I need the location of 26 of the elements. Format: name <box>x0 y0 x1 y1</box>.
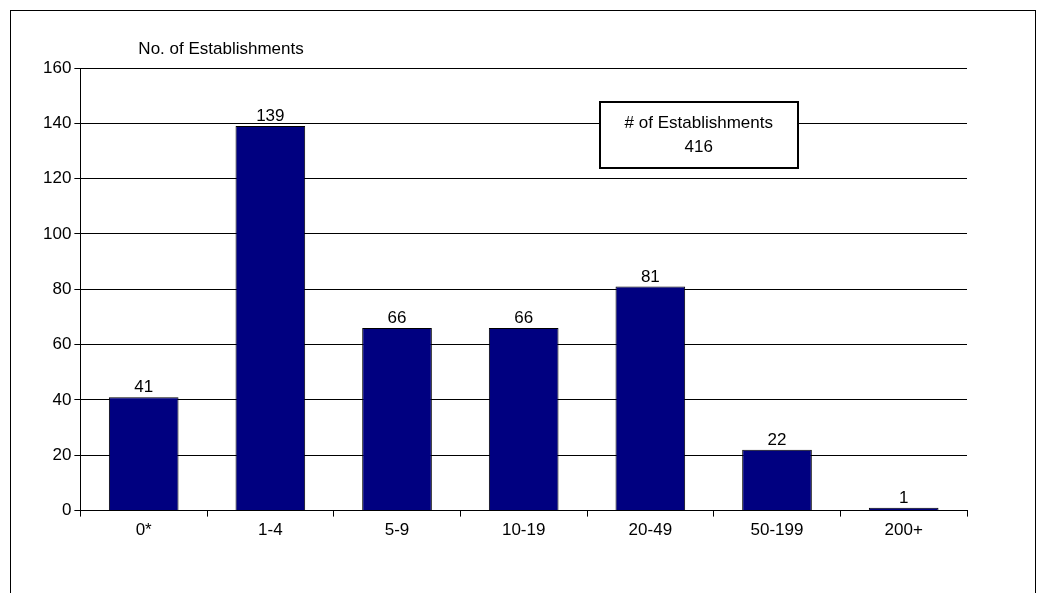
y-tick-label: 40 <box>52 389 72 409</box>
y-axis-title: No. of Establishments <box>138 39 304 59</box>
x-tick-label: 50-199 <box>750 520 804 540</box>
x-tick-label: 0* <box>135 520 153 540</box>
annotation: 416 <box>683 136 714 159</box>
data-label: 66 <box>387 308 407 328</box>
data-label: 81 <box>640 266 660 286</box>
y-tick-label: 60 <box>52 334 72 354</box>
annotation: # of Establishments <box>623 112 774 135</box>
data-label: 22 <box>767 429 787 449</box>
data-label: 139 <box>256 106 285 126</box>
x-tick-label: 200+ <box>884 520 923 540</box>
x-tick-label: 10-19 <box>501 520 546 540</box>
x-tick-label: 20-49 <box>628 520 673 540</box>
x-tick-label: 5-9 <box>384 520 410 540</box>
x-tick-label: 1-4 <box>258 520 283 540</box>
y-tick-label: 20 <box>52 444 72 464</box>
data-label: 1 <box>898 488 909 508</box>
y-tick-label: 100 <box>42 223 72 243</box>
data-label: 41 <box>134 377 154 397</box>
y-tick-label: 0 <box>61 500 72 520</box>
y-tick-label: 140 <box>42 113 72 133</box>
y-tick-label: 160 <box>42 57 72 77</box>
data-label: 66 <box>514 308 534 328</box>
y-tick-label: 120 <box>42 168 72 188</box>
y-tick-label: 80 <box>52 278 72 298</box>
